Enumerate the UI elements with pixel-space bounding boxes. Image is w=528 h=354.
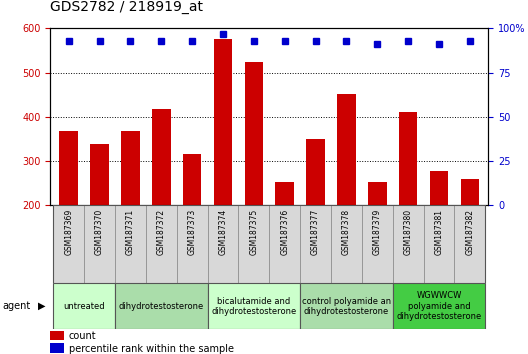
- Bar: [90, 144, 109, 294]
- Text: GSM187374: GSM187374: [219, 209, 228, 256]
- Bar: [152, 109, 171, 294]
- Bar: [276, 182, 294, 294]
- Text: control polyamide an
dihydrotestosterone: control polyamide an dihydrotestosterone: [302, 297, 391, 316]
- Bar: [60, 131, 78, 294]
- Text: GDS2782 / 218919_at: GDS2782 / 218919_at: [50, 0, 203, 14]
- Text: GSM187373: GSM187373: [187, 209, 196, 256]
- Bar: [430, 171, 448, 294]
- Bar: [269, 205, 300, 283]
- Bar: [177, 205, 208, 283]
- Text: GSM187381: GSM187381: [435, 209, 444, 255]
- Text: GSM187379: GSM187379: [373, 209, 382, 256]
- Bar: [399, 113, 418, 294]
- Text: percentile rank within the sample: percentile rank within the sample: [69, 343, 233, 354]
- Text: dihydrotestosterone: dihydrotestosterone: [119, 302, 204, 311]
- Bar: [306, 139, 325, 294]
- Text: GSM187376: GSM187376: [280, 209, 289, 256]
- Text: bicalutamide and
dihydrotestosterone: bicalutamide and dihydrotestosterone: [211, 297, 297, 316]
- Text: GSM187371: GSM187371: [126, 209, 135, 255]
- Bar: [53, 205, 84, 283]
- Bar: [393, 283, 485, 329]
- Text: GSM187370: GSM187370: [95, 209, 104, 256]
- Bar: [115, 283, 208, 329]
- Bar: [183, 154, 201, 294]
- Text: count: count: [69, 331, 96, 341]
- Text: WGWWCW
polyamide and
dihydrotestosterone: WGWWCW polyamide and dihydrotestosterone: [397, 291, 482, 321]
- Bar: [362, 205, 393, 283]
- Bar: [300, 283, 393, 329]
- Bar: [84, 205, 115, 283]
- Bar: [393, 205, 423, 283]
- Bar: [208, 205, 239, 283]
- Bar: [244, 62, 263, 294]
- Bar: [146, 205, 177, 283]
- Text: agent: agent: [3, 301, 31, 311]
- Bar: [50, 343, 64, 353]
- Text: GSM187372: GSM187372: [157, 209, 166, 255]
- Bar: [239, 205, 269, 283]
- Bar: [368, 182, 386, 294]
- Bar: [331, 205, 362, 283]
- Bar: [50, 331, 64, 341]
- Bar: [121, 131, 140, 294]
- Bar: [214, 39, 232, 294]
- Text: GSM187369: GSM187369: [64, 209, 73, 256]
- Text: GSM187380: GSM187380: [404, 209, 413, 255]
- Bar: [460, 179, 479, 294]
- Text: GSM187375: GSM187375: [249, 209, 258, 256]
- Bar: [208, 283, 300, 329]
- Bar: [423, 205, 455, 283]
- Text: GSM187382: GSM187382: [465, 209, 474, 255]
- Bar: [337, 94, 356, 294]
- Text: GSM187378: GSM187378: [342, 209, 351, 255]
- Bar: [300, 205, 331, 283]
- Bar: [455, 205, 485, 283]
- Text: untreated: untreated: [63, 302, 105, 311]
- Bar: [115, 205, 146, 283]
- Text: ▶: ▶: [39, 301, 46, 311]
- Text: GSM187377: GSM187377: [311, 209, 320, 256]
- Bar: [53, 283, 115, 329]
